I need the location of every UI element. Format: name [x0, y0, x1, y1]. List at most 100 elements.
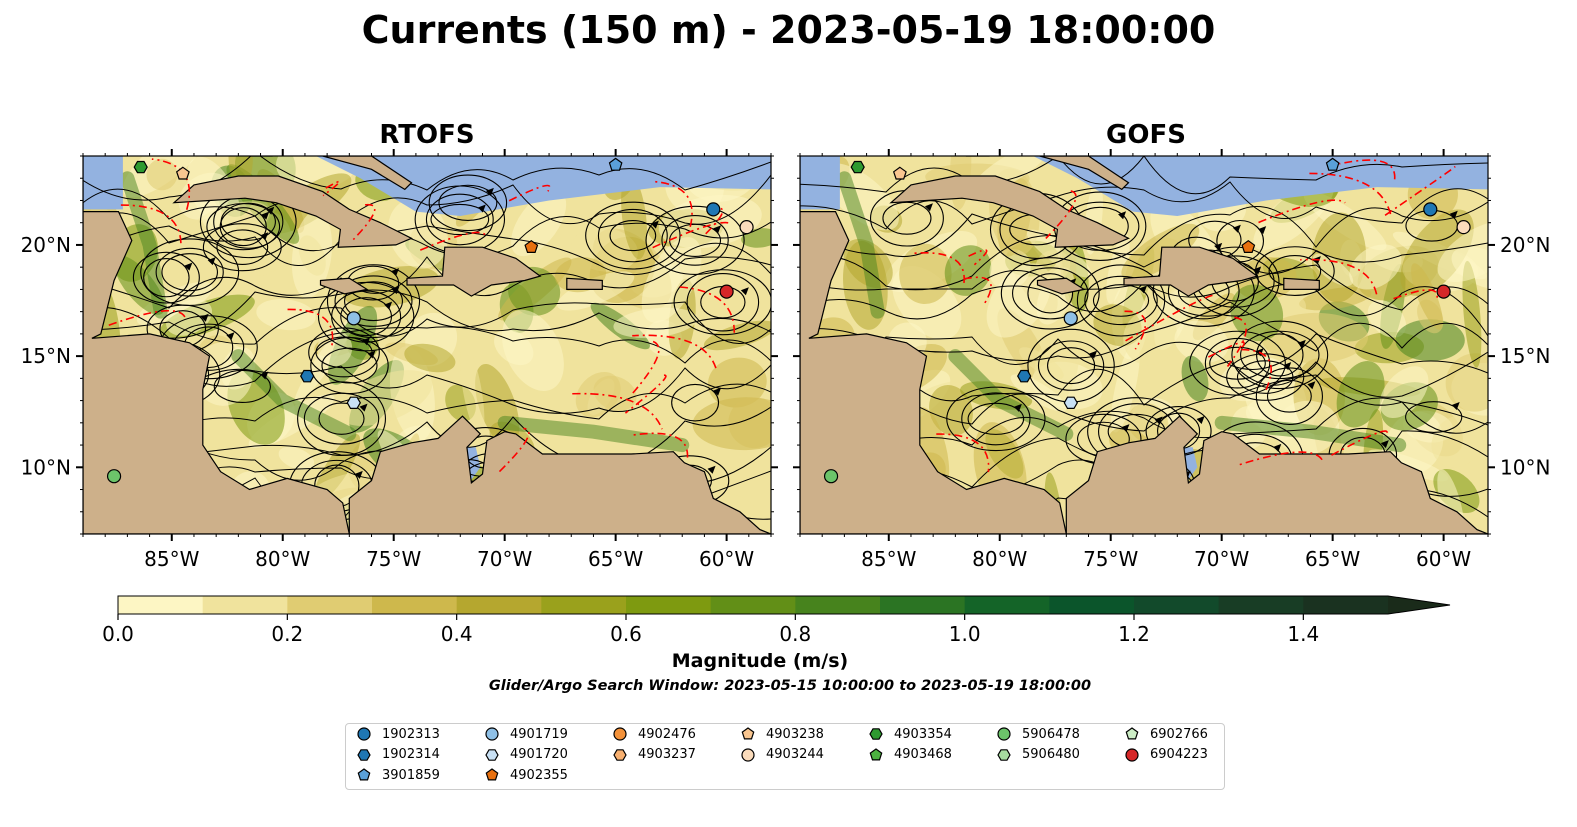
- streamline-arrow: [266, 206, 275, 215]
- streamline-arrow: [485, 187, 494, 196]
- eez-boundary: [287, 308, 334, 348]
- colorbar: [117, 595, 1451, 620]
- colorbar-bin: [456, 596, 542, 614]
- streamline: [1226, 353, 1305, 401]
- eez-boundary: [936, 433, 990, 473]
- streamline: [334, 275, 413, 327]
- legend-marker-icon: [485, 748, 499, 761]
- platform-marker-4903354: [133, 160, 148, 174]
- streamline: [308, 327, 380, 378]
- streamline: [800, 181, 1488, 230]
- legend-marker-icon: [869, 728, 883, 740]
- water-area: [1021, 156, 1488, 216]
- water-area: [800, 156, 840, 210]
- streamline: [1027, 273, 1074, 314]
- map-panel-rtofs: 85°W 80°W 75°W 70°W 65°W 60°W 20°N 15°N 10°N: [21, 149, 778, 571]
- legend-label: 3901859: [382, 767, 440, 783]
- lat-tick-label: 10°N: [1500, 455, 1550, 479]
- eez-boundary: [1239, 451, 1323, 466]
- land-area: [1065, 415, 1488, 534]
- eez-boundary: [1339, 159, 1396, 180]
- streamline-arrow: [359, 403, 368, 412]
- eez-boundary: [652, 221, 733, 249]
- eez-boundary: [1258, 199, 1346, 224]
- current-magnitude-patch: [703, 320, 771, 351]
- streamline: [673, 269, 771, 336]
- water-area: [304, 156, 771, 216]
- streamline: [140, 238, 240, 306]
- streamline-arrow: [362, 337, 371, 346]
- legend-marker-icon: [357, 727, 371, 741]
- legend-marker-icon: [485, 768, 499, 781]
- streamline: [671, 383, 720, 422]
- streamline: [645, 205, 745, 275]
- legend-marker-icon: [741, 747, 755, 762]
- streamline: [83, 256, 771, 309]
- streamline: [83, 301, 771, 345]
- legend-marker-icon: [997, 727, 1011, 741]
- lat-tick-label: 15°N: [1500, 344, 1550, 368]
- legend-label: 1902313: [382, 726, 440, 742]
- streamline-arrow: [226, 332, 235, 341]
- streamline: [430, 203, 490, 236]
- current-magnitude-patch: [459, 343, 485, 436]
- streamline-arrow: [707, 465, 716, 474]
- current-magnitude-patch: [146, 158, 178, 191]
- eez-boundary: [322, 180, 341, 197]
- eez-boundary: [1329, 430, 1388, 457]
- lon-tick-label: 70°W: [477, 547, 532, 571]
- streamline-arrow: [260, 371, 269, 380]
- legend-label: 6902766: [1150, 726, 1208, 742]
- legend-marker-icon: [1125, 747, 1139, 762]
- legend-label: 1902314: [382, 747, 440, 762]
- streamline: [132, 251, 200, 304]
- platform-marker-4901719: [1063, 311, 1078, 326]
- lon-tick-label: 85°W: [861, 547, 916, 571]
- lon-tick-label: 60°W: [699, 547, 754, 571]
- streamline: [1084, 275, 1158, 326]
- legend-label: 4903238: [766, 726, 824, 742]
- platform-marker-4901720: [346, 396, 361, 409]
- legend-label: 4903354: [894, 726, 952, 742]
- current-magnitude-patch: [511, 190, 567, 257]
- streamline: [961, 392, 1031, 446]
- streamline: [1255, 367, 1323, 425]
- streamline-arrow: [713, 225, 722, 234]
- eez-boundary: [1207, 341, 1245, 358]
- streamline-arrow: [713, 387, 722, 396]
- legend-label: 5906480: [1022, 747, 1080, 762]
- legend-marker-icon: [357, 768, 371, 781]
- streamline: [216, 229, 269, 266]
- streamline-arrow: [1139, 285, 1148, 294]
- colorbar-bin: [710, 596, 796, 614]
- strong-current-band: [497, 415, 690, 453]
- land-area: [406, 246, 542, 297]
- platform-marker-4903244: [739, 220, 754, 235]
- legend-label: 4903244: [766, 747, 824, 762]
- eez-boundary: [632, 334, 717, 369]
- land-area: [889, 175, 1130, 248]
- legend-marker-5906478: [997, 727, 1011, 741]
- legend-item: 4902355: [484, 767, 568, 783]
- legend-marker-4901720: [485, 748, 499, 761]
- legend-label: 4902476: [638, 726, 696, 742]
- map-frame: [82, 155, 772, 535]
- streamline-arrow: [1089, 350, 1098, 359]
- strong-current-band: [120, 171, 168, 319]
- eez-boundary: [1045, 190, 1077, 239]
- eez-boundary: [352, 204, 376, 241]
- streamline: [83, 225, 771, 276]
- land-area: [1036, 277, 1086, 295]
- streamline: [1092, 284, 1150, 317]
- land-area: [1123, 246, 1259, 297]
- streamline: [1256, 333, 1304, 377]
- legend-label: 5906478: [1022, 726, 1080, 742]
- current-magnitude-patch: [1445, 353, 1488, 412]
- current-magnitude-patch: [1230, 284, 1284, 342]
- platform-marker-6904223: [719, 284, 734, 299]
- legend-marker-4903237: [613, 748, 627, 761]
- legend-item: 5906480: [996, 747, 1080, 763]
- colorbar-bin: [118, 596, 204, 614]
- map-content: [83, 156, 771, 534]
- streamline: [1231, 320, 1329, 390]
